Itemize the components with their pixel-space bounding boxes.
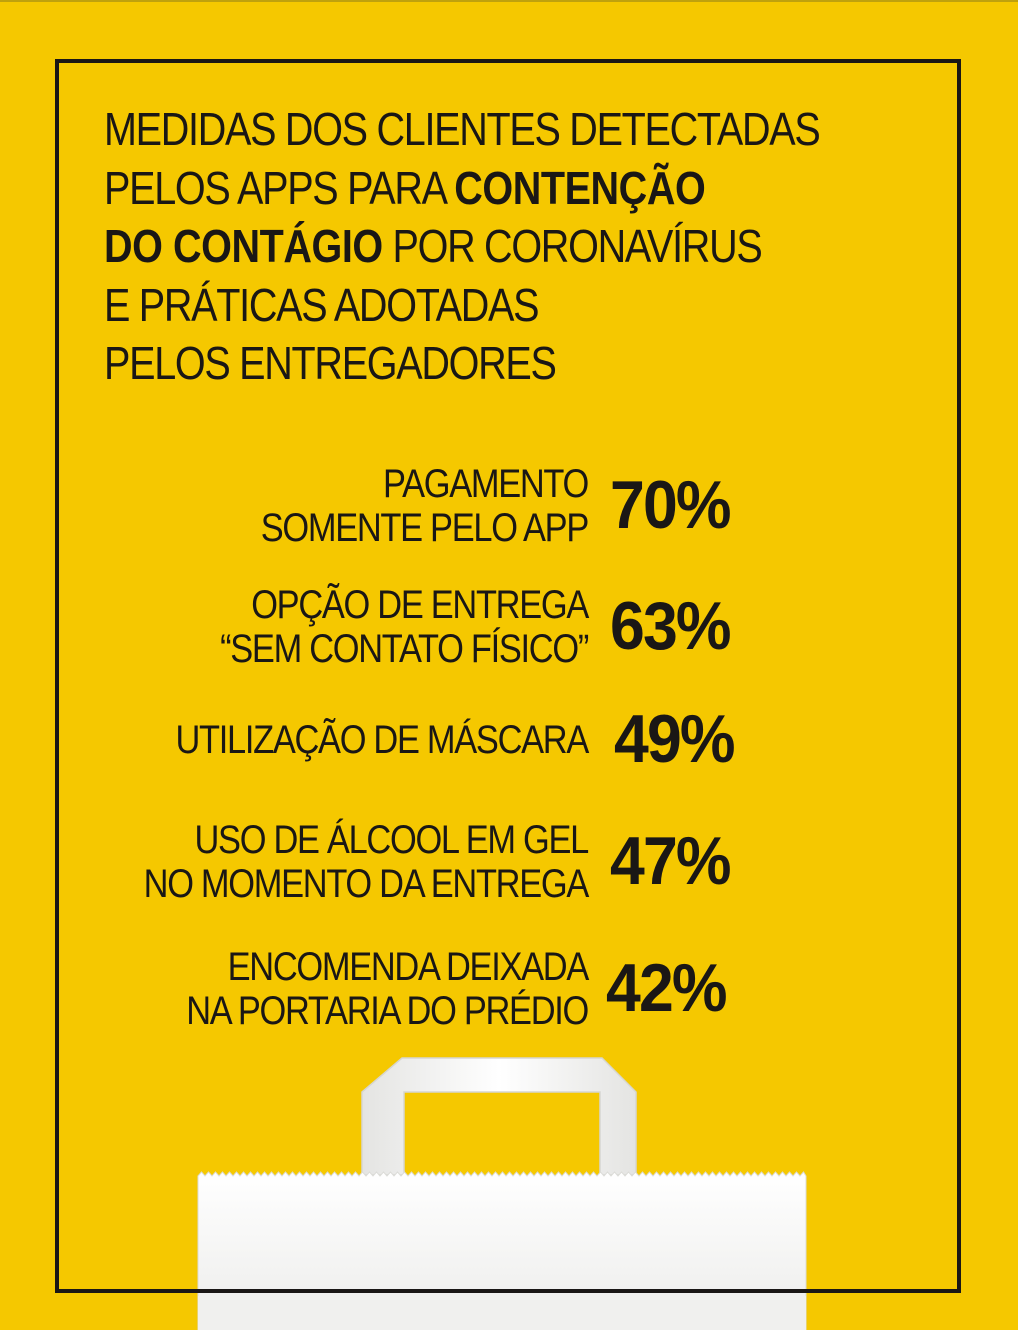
stat-value: 70% — [610, 467, 732, 543]
stat-label: USO DE ÁLCOOL EM GEL NO MOMENTO DA ENTREG… — [106, 818, 590, 906]
chart-title: MEDIDAS DOS CLIENTES DETECTADAS PELOS APP… — [104, 100, 821, 393]
title-line: MEDIDAS DOS CLIENTES DETECTADAS — [104, 100, 821, 159]
stat-label-line: PAGAMENTO — [382, 462, 589, 506]
border-frame — [55, 59, 961, 1293]
title-text: POR CORONAVÍRUS — [382, 220, 762, 272]
stat-row: OPÇÃO DE ENTREGA “SEM CONTATO FÍSICO” 63% — [0, 583, 1018, 673]
stat-label-line: ENCOMENDA DEIXADA — [227, 945, 590, 989]
stat-label-line: “SEM CONTATO FÍSICO” — [220, 627, 589, 671]
stat-label: ENCOMENDA DEIXADA NA PORTARIA DO PRÉDIO — [106, 945, 590, 1033]
stat-value: 63% — [610, 588, 732, 664]
stat-label-line: OPÇÃO DE ENTREGA — [251, 583, 589, 627]
stat-label-line: UTILIZAÇÃO DE MÁSCARA — [175, 718, 589, 762]
stat-label: UTILIZAÇÃO DE MÁSCARA — [106, 718, 589, 762]
stat-row: PAGAMENTO SOMENTE PELO APP 70% — [0, 462, 1018, 552]
title-line: DO CONTÁGIO POR CORONAVÍRUS — [104, 217, 792, 276]
stat-row: ENCOMENDA DEIXADA NA PORTARIA DO PRÉDIO 42… — [0, 945, 1018, 1035]
title-line: E PRÁTICAS ADOTADAS — [104, 276, 792, 335]
stat-label: PAGAMENTO SOMENTE PELO APP — [106, 462, 590, 550]
stat-label-line: NO MOMENTO DA ENTREGA — [143, 862, 590, 906]
stat-label-line: SOMENTE PELO APP — [260, 506, 590, 550]
stat-row: UTILIZAÇÃO DE MÁSCARA 49% — [0, 701, 1018, 808]
stat-label-line: USO DE ÁLCOOL EM GEL — [194, 818, 590, 862]
title-text: PELOS APPS PARA — [104, 161, 455, 214]
stat-label: OPÇÃO DE ENTREGA “SEM CONTATO FÍSICO” — [106, 583, 589, 671]
title-text: E PRÁTICAS ADOTADAS — [104, 278, 539, 331]
title-text: PELOS ENTREGADORES — [104, 337, 557, 389]
title-text: MEDIDAS DOS CLIENTES DETECTADAS — [104, 103, 821, 155]
stat-value: 47% — [610, 823, 732, 899]
stat-row: USO DE ÁLCOOL EM GEL NO MOMENTO DA ENTREG… — [0, 818, 1018, 908]
stat-value: 49% — [614, 701, 736, 777]
title-line: PELOS ENTREGADORES — [104, 334, 792, 393]
title-emphasis: DO CONTÁGIO — [104, 220, 383, 272]
title-line: PELOS APPS PARA CONTENÇÃO — [104, 159, 792, 218]
stat-value: 42% — [606, 950, 728, 1026]
stat-label-line: NA PORTARIA DO PRÉDIO — [186, 989, 589, 1033]
top-rule — [0, 0, 1018, 2]
title-emphasis: CONTENÇÃO — [454, 161, 706, 214]
